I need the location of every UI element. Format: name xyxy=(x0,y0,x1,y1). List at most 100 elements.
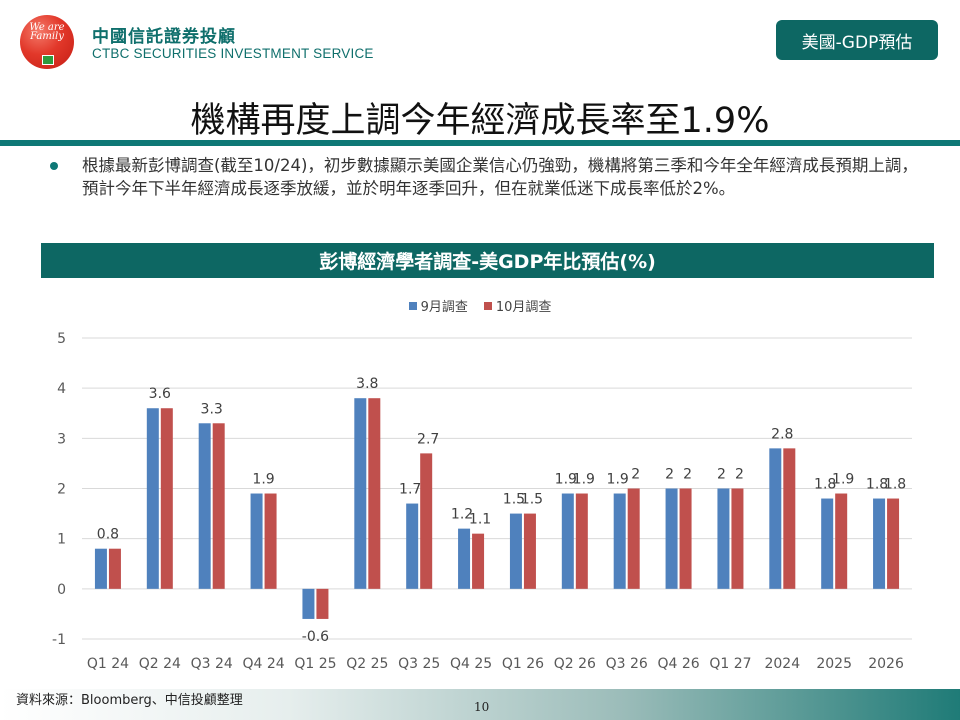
legend-item-oct: 10月調查 xyxy=(483,296,552,315)
y-tick-label: 5 xyxy=(57,331,66,347)
x-tick-label: Q4 25 xyxy=(450,656,492,672)
bar-oct xyxy=(627,488,640,589)
y-tick-label: 0 xyxy=(57,582,66,598)
y-tick-label: 4 xyxy=(57,381,66,397)
x-tick-label: Q2 24 xyxy=(139,656,181,672)
y-tick-label: 1 xyxy=(57,532,66,548)
bar-sep xyxy=(146,408,159,589)
logo-text: We are Family xyxy=(29,22,65,42)
page-number: 10 xyxy=(474,700,490,714)
bar-sep xyxy=(717,488,730,589)
bar-oct xyxy=(264,493,277,589)
bar-sep xyxy=(509,513,522,589)
data-label: 1.9 xyxy=(252,472,274,488)
bars xyxy=(94,398,900,619)
data-label: 1.9 xyxy=(607,472,629,488)
bullet-text: 根據最新彭博調查(截至10/24)，初步數據顯示美國企業信心仍強勁，機構將第三季… xyxy=(82,156,918,198)
x-axis-ticks: Q1 24 Q2 24 Q3 24 Q4 24 Q1 25 Q2 25 Q3 25 Q4 25… xyxy=(87,656,904,672)
x-tick-label: 2026 xyxy=(868,656,904,672)
x-tick-label: 2025 xyxy=(816,656,852,672)
bar-oct xyxy=(160,408,173,589)
chart-legend: 9月調查 10月調查 xyxy=(0,296,960,315)
data-label: 1.5 xyxy=(521,492,543,508)
data-label: 1.8 xyxy=(866,477,888,493)
y-tick-label: 3 xyxy=(57,431,66,447)
logo-mark-icon xyxy=(42,55,54,65)
y-tick-label: -1 xyxy=(52,632,66,648)
bar-oct xyxy=(472,533,485,589)
y-axis-ticks: -1 0 1 2 3 4 5 xyxy=(52,331,66,648)
x-tick-label: Q3 24 xyxy=(191,656,233,672)
data-label: 3.6 xyxy=(149,386,171,402)
x-tick-label: Q2 25 xyxy=(346,656,388,672)
data-label: 2.7 xyxy=(417,431,439,447)
company-logo: We are Family xyxy=(20,15,74,69)
data-label: 3.3 xyxy=(201,401,223,417)
bar-sep xyxy=(821,498,834,589)
data-label: 1.2 xyxy=(451,507,473,523)
bar-oct xyxy=(108,548,121,589)
data-label: 0.8 xyxy=(97,527,119,543)
x-tick-label: Q1 27 xyxy=(709,656,751,672)
brand-name-zh: 中國信託證券投顧 xyxy=(92,27,236,47)
data-label: 2 xyxy=(683,467,692,483)
data-label: 2.8 xyxy=(771,426,793,442)
bar-oct xyxy=(523,513,536,589)
page-title: 機構再度上調今年經濟成長率至1.9% xyxy=(190,101,770,141)
x-tick-label: Q1 26 xyxy=(502,656,544,672)
x-tick-label: Q2 26 xyxy=(554,656,596,672)
bar-sep xyxy=(354,398,367,589)
data-labels: 0.8 3.6 3.3 1.9 -0.6 3.8 1.7 2.7 1.21.1 1.51.5 1.9… xyxy=(97,376,906,645)
bar-sep xyxy=(94,548,107,589)
bar-oct xyxy=(679,488,692,589)
legend-label-oct: 10月調查 xyxy=(495,300,552,315)
data-label: 1.9 xyxy=(832,472,854,488)
data-label: 2 xyxy=(631,467,640,483)
legend-swatch-sep xyxy=(408,301,417,310)
x-tick-label: Q4 26 xyxy=(657,656,699,672)
data-label: 3.8 xyxy=(356,376,378,392)
brand-name-en: CTBC SECURITIES INVESTMENT SERVICE xyxy=(92,46,374,61)
bullet-icon xyxy=(50,162,58,170)
bar-sep xyxy=(873,498,886,589)
chart-title-banner: 彭博經濟學者調查-美GDP年比預估(%) xyxy=(41,243,934,278)
bar-oct xyxy=(887,498,900,589)
data-label: 2 xyxy=(665,467,674,483)
bar-oct xyxy=(835,493,848,589)
data-label: 1.8 xyxy=(814,477,836,493)
bar-sep xyxy=(458,528,471,589)
footer-band xyxy=(0,689,960,720)
bar-oct xyxy=(212,423,225,589)
data-label: 1.7 xyxy=(399,482,421,498)
bar-oct xyxy=(731,488,744,589)
data-label: 1.5 xyxy=(503,492,525,508)
bar-sep xyxy=(198,423,211,589)
x-tick-label: Q1 24 xyxy=(87,656,129,672)
bar-sep xyxy=(613,493,626,589)
bar-sep xyxy=(250,493,263,589)
y-tick-label: 2 xyxy=(57,482,66,498)
bar-oct xyxy=(316,588,329,619)
legend-label-sep: 9月調查 xyxy=(420,300,468,315)
legend-item-sep: 9月調查 xyxy=(408,296,468,315)
bar-sep xyxy=(406,503,419,589)
bar-sep xyxy=(665,488,678,589)
section-tag: 美國-GDP預估 xyxy=(776,20,938,60)
title-divider xyxy=(0,140,960,146)
footer-source: 資料來源：Bloomberg、中信投顧整理 xyxy=(16,693,243,708)
x-tick-label: Q3 26 xyxy=(606,656,648,672)
bar-oct xyxy=(420,453,433,589)
bar-oct xyxy=(575,493,588,589)
legend-swatch-oct xyxy=(483,301,492,310)
data-label: 1.9 xyxy=(573,472,595,488)
x-tick-label: 2024 xyxy=(764,656,800,672)
x-tick-label: Q4 24 xyxy=(242,656,284,672)
data-label: 1.9 xyxy=(555,472,577,488)
bar-sep xyxy=(302,588,315,619)
x-tick-label: Q3 25 xyxy=(398,656,440,672)
bar-oct xyxy=(368,398,381,589)
bar-oct xyxy=(783,448,796,589)
data-label: 2 xyxy=(735,467,744,483)
x-tick-label: Q1 25 xyxy=(294,656,336,672)
